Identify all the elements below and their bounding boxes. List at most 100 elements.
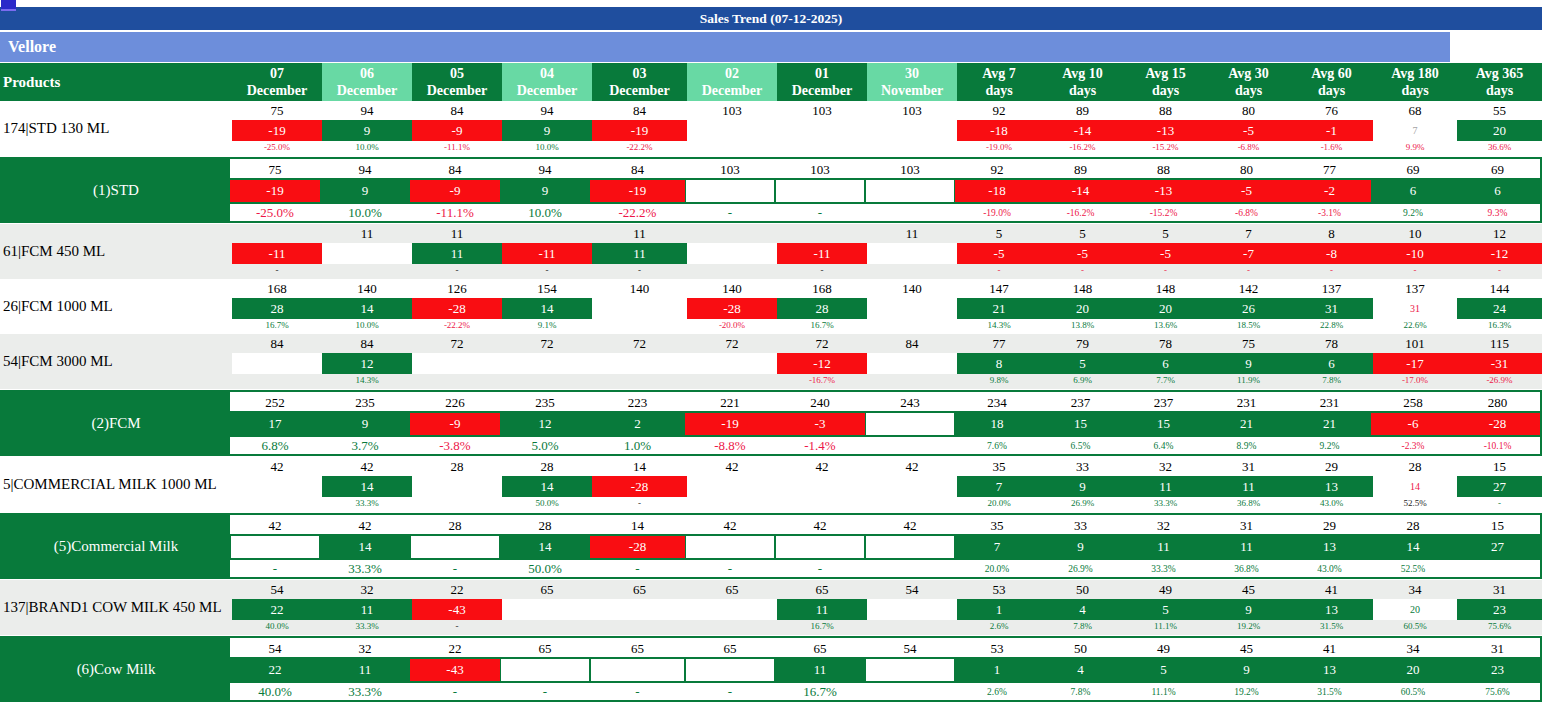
pct-cell: - [685,558,775,577]
title-bar: Sales Trend (07-12-2025) [0,7,1542,30]
pct-cell [867,620,957,635]
data-column: 321133.3% [1122,515,1205,577]
value-cell: 42 [230,515,320,536]
pct-cell [777,141,867,156]
value-cell: 32 [1122,515,1205,536]
value-cell: 12 [1457,224,1542,243]
data-column: 1030.00- [775,159,865,221]
data-column: 291343.0% [1288,515,1371,577]
data-column: 75-19-25.0% [232,101,322,156]
value-cell: 15 [1457,457,1542,476]
data-column: 154149.1% [502,279,592,334]
value-cell: 84 [590,159,685,180]
diff-cell: -5 [957,243,1041,264]
data-column: 321133.3% [1124,457,1207,512]
pct-cell: 50.0% [502,497,592,512]
diff-cell: 23 [1457,599,1542,620]
page-title: Sales Trend (07-12-2025) [700,11,843,26]
value-cell: 54 [865,638,955,659]
data-column: 552036.6% [1457,101,1542,156]
data-column: 1682816.7% [232,279,322,334]
data-column: 237156.4% [1122,392,1205,454]
diff-cell [592,298,687,319]
value-cell: 11 [592,224,687,243]
value-cell: 34 [1371,638,1455,659]
data-column: 5047.8% [1041,580,1124,635]
diff-cell: 5 [1041,353,1124,374]
value-cell: 168 [777,279,867,298]
diff-cell: 9 [320,413,410,435]
diff-cell [865,536,955,558]
pct-cell [867,319,957,334]
data-column: 140 [592,279,687,334]
value-cell: 137 [1373,279,1457,298]
pct-cell [687,264,777,279]
value-cell: 7 [1207,224,1290,243]
diff-cell: 14 [322,476,412,497]
pct-cell: - [775,202,865,221]
value-cell: 14 [592,457,687,476]
col-header-07-december: 07December [232,63,322,101]
product-row-61-fcm-450-ml: 61|FCM 450 ML-11-111111--11-1111--11-115… [0,224,1542,279]
diff-cell: -43 [410,659,500,681]
value-cell: 11 [867,224,957,243]
diff-cell: 11 [412,243,502,264]
product-row-174-std-130-ml: 174|STD 130 ML75-19-25.0%94910.0%84-9-11… [0,101,1542,156]
table-header-row: Products 07December06December05December0… [0,63,1542,101]
diff-cell: -14 [1039,180,1122,202]
pct-cell: 8.9% [1205,435,1288,454]
value-cell: 53 [955,638,1039,659]
data-column: 65 [592,580,687,635]
diff-cell [777,476,867,497]
value-cell: 72 [412,334,502,353]
value-cell: 92 [955,159,1039,180]
value-cell: 42 [322,457,412,476]
data-column: 42 [867,457,957,512]
diff-cell: 20 [1371,659,1455,681]
pct-cell: 16.7% [777,620,867,635]
col-header-avg-180: Avg 180days [1373,63,1457,101]
product-row-54-fcm-3000-ml: 54|FCM 3000 ML84841214.3%7272727272-12-1… [0,334,1542,389]
col-header-avg-30: Avg 30days [1207,63,1290,101]
value-cell: 94 [322,101,412,120]
value-cell: 78 [1124,334,1207,353]
data-column: 75-19-25.0% [230,159,320,221]
pct-cell: - [1124,264,1207,279]
data-column: 65 [502,580,592,635]
value-cell: 72 [592,334,687,353]
diff-cell [687,599,777,620]
diff-cell: -28 [592,476,687,497]
data-column: 281450.0% [502,457,592,512]
data-column: 237156.5% [1039,392,1122,454]
product-row-137-brand1-cow-milk-450-ml: 137|BRAND1 COW MILK 450 ML542240.0%32113… [0,580,1542,635]
diff-cell: -5 [1124,243,1207,264]
data-column: 5-5- [1124,224,1207,279]
data-column: 342060.5% [1373,580,1457,635]
data-column: 6969.2% [1371,159,1455,221]
value-cell: 54 [867,580,957,599]
data-column: 49511.1% [1122,638,1205,700]
value-cell: 234 [955,392,1039,413]
pct-cell: 20.0% [957,497,1041,512]
pct-cell: 33.3% [1124,497,1207,512]
diff-cell: -12 [777,353,867,374]
col-header-04-december: 04December [502,63,592,101]
value-cell: 89 [1039,159,1122,180]
diff-cell: 24 [1457,298,1542,319]
pct-cell: 52.5% [1373,497,1457,512]
diff-cell [687,243,777,264]
data-column: 33926.9% [1041,457,1124,512]
value-cell: 49 [1124,580,1207,599]
diff-cell: -7 [1207,243,1290,264]
pct-cell: 22.6% [1373,319,1457,334]
diff-cell: -12 [1457,243,1542,264]
pct-cell [502,374,592,389]
data-column: 92-18-19.0% [957,101,1041,156]
data-column: 411331.5% [1290,580,1373,635]
subtotal-row-1-std: (1)STD75-19-25.0%94910.0%84-9-11.1%94910… [0,157,1542,223]
pct-cell: 52.5% [1371,558,1455,577]
value-cell: 54 [232,580,322,599]
value-cell: 280 [1455,392,1540,413]
pct-cell [777,497,867,512]
diff-cell: 0.00 [230,536,320,558]
